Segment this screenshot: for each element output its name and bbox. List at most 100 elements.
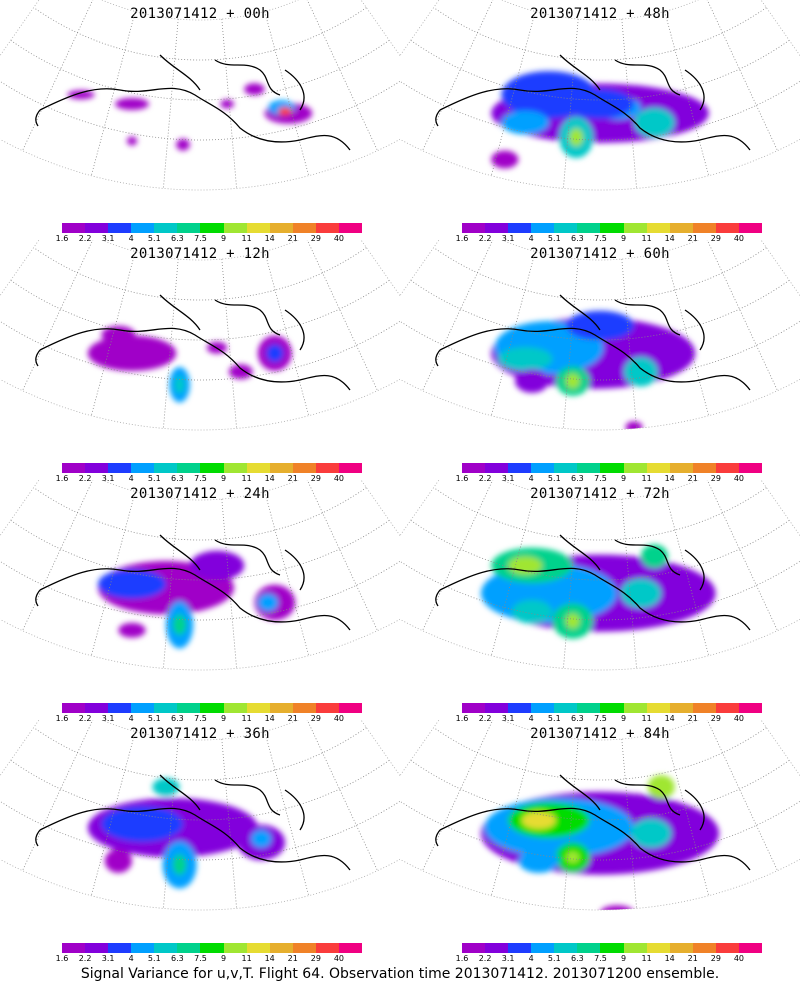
colorbar-tick-label: 3.1 [501, 954, 515, 963]
latitude-line [33, 247, 367, 301]
colorbar-swatch [292, 943, 316, 953]
longitude-line [162, 19, 179, 189]
longitude-line [162, 499, 179, 669]
colorbar-tick-label: 7.5 [194, 714, 207, 723]
colorbar-tick-label: 1.6 [55, 474, 69, 483]
longitude-line [664, 11, 710, 176]
colorbar-swatch [292, 223, 316, 233]
colorbar-swatch [715, 943, 739, 953]
colorbar-swatch [531, 703, 555, 713]
colorbar-swatch [200, 463, 224, 473]
variance-region [101, 806, 183, 842]
colorbar-tick-label: 6.3 [571, 954, 584, 963]
colorbar [62, 943, 363, 953]
map-boundary [0, 240, 400, 431]
colorbar-tick-label: 4 [528, 474, 534, 483]
latitude-line [0, 72, 400, 141]
colorbar-tick-label: 40 [733, 954, 745, 963]
longitude-line [705, 240, 778, 391]
colorbar-ticks: 1.6 2.2 3.1 4 5.1 6.3 7.5 9 11 14 21 29 40 [456, 714, 762, 724]
variance-region [104, 849, 132, 873]
colorbar-tick-label: 9 [620, 234, 627, 243]
colorbar-tick-label: 11 [641, 234, 652, 243]
colorbar-swatch [62, 463, 86, 473]
longitude-line [264, 251, 310, 416]
colorbar-swatch [554, 703, 578, 713]
colorbar-tick-label: 7.5 [594, 954, 607, 963]
coastline [35, 774, 351, 871]
colorbar-tick-label: 4 [128, 474, 134, 483]
colorbar-swatch [738, 223, 763, 233]
colorbar-swatch [108, 463, 132, 473]
colorbar-tick-label: 11 [241, 474, 252, 483]
longitude-line [90, 251, 136, 416]
colorbar-tick-label: 29 [710, 474, 721, 483]
variance-region [174, 375, 185, 394]
colorbar [462, 703, 763, 713]
colorbar-tick-label: 11 [641, 474, 652, 483]
colorbar-swatch [85, 223, 109, 233]
colorbar-swatch [292, 703, 316, 713]
longitude-line [562, 259, 579, 429]
colorbar-tick-label: 40 [333, 474, 345, 483]
panel-title: 2013071412 + 72h [530, 486, 670, 502]
map-panel: 2013071412 + 36h 1.6 2.2 3.1 4 5.1 6.3 7.5 9 11 14… [0, 720, 400, 963]
longitude-line [664, 731, 710, 896]
panel-title: 2013071412 + 36h [130, 726, 270, 742]
colorbar-tick-label: 4 [128, 714, 134, 723]
colorbar-swatch [177, 223, 201, 233]
latitude-line [0, 552, 400, 621]
colorbar-swatch [600, 223, 624, 233]
colorbar-swatch [108, 223, 132, 233]
variance-region [67, 90, 95, 100]
colorbar-tick-label: 14 [264, 954, 275, 963]
colorbar-tick-label: 14 [264, 474, 275, 483]
longitude-line [221, 739, 238, 909]
colorbar-tick-label: 21 [687, 474, 698, 483]
colorbar-swatch [462, 223, 486, 233]
colorbar-swatch [692, 463, 716, 473]
variance-region [87, 335, 177, 372]
colorbar-tick-label: 2.2 [78, 474, 92, 483]
colorbar-swatch [177, 943, 201, 953]
longitude-line [90, 11, 136, 176]
colorbar-tick-label: 9 [220, 234, 227, 243]
colorbar-tick-label: 1.6 [55, 954, 69, 963]
colorbar-swatch [85, 943, 109, 953]
longitude-line [621, 499, 638, 669]
colorbar-tick-label: 6.3 [171, 714, 184, 723]
colorbar-swatch [623, 223, 647, 233]
colorbar-swatch [623, 703, 647, 713]
variance-region [491, 150, 519, 169]
longitude-line [562, 499, 579, 669]
colorbar-swatch [669, 703, 693, 713]
colorbar-tick-label: 11 [241, 954, 252, 963]
colorbar-tick-label: 3.1 [501, 234, 515, 243]
longitude-line [305, 0, 378, 151]
colorbar-swatch [623, 943, 647, 953]
colorbar-tick-label: 1.6 [455, 234, 469, 243]
longitude-line [490, 731, 536, 896]
colorbar-swatch [600, 943, 624, 953]
colorbar-swatch [738, 463, 763, 473]
variance-region [172, 854, 187, 876]
colorbar-tick-label: 6.3 [571, 474, 584, 483]
longitude-line [305, 240, 378, 391]
colorbar-swatch [485, 703, 509, 713]
colorbar-tick-label: 5.1 [147, 234, 161, 243]
colorbar-tick-label: 9 [220, 954, 227, 963]
latitude-line [410, 759, 790, 821]
colorbar-swatch [177, 463, 201, 473]
map-panel: 2013071412 + 12h 1.6 2.2 3.1 4 5.1 6.3 7.5 9 11 14… [0, 240, 400, 483]
colorbar-tick-label: 4 [528, 954, 534, 963]
variance-region [620, 682, 647, 689]
colorbar [462, 463, 763, 473]
colorbar-swatch [269, 223, 293, 233]
colorbar-tick-label: 7.5 [594, 714, 607, 723]
colorbar-swatch [85, 463, 109, 473]
latitude-line [433, 247, 767, 301]
colorbar-tick-label: 4 [128, 954, 134, 963]
colorbar-tick-label: 21 [287, 714, 298, 723]
longitude-line [490, 251, 536, 416]
colorbar-swatch [577, 223, 601, 233]
